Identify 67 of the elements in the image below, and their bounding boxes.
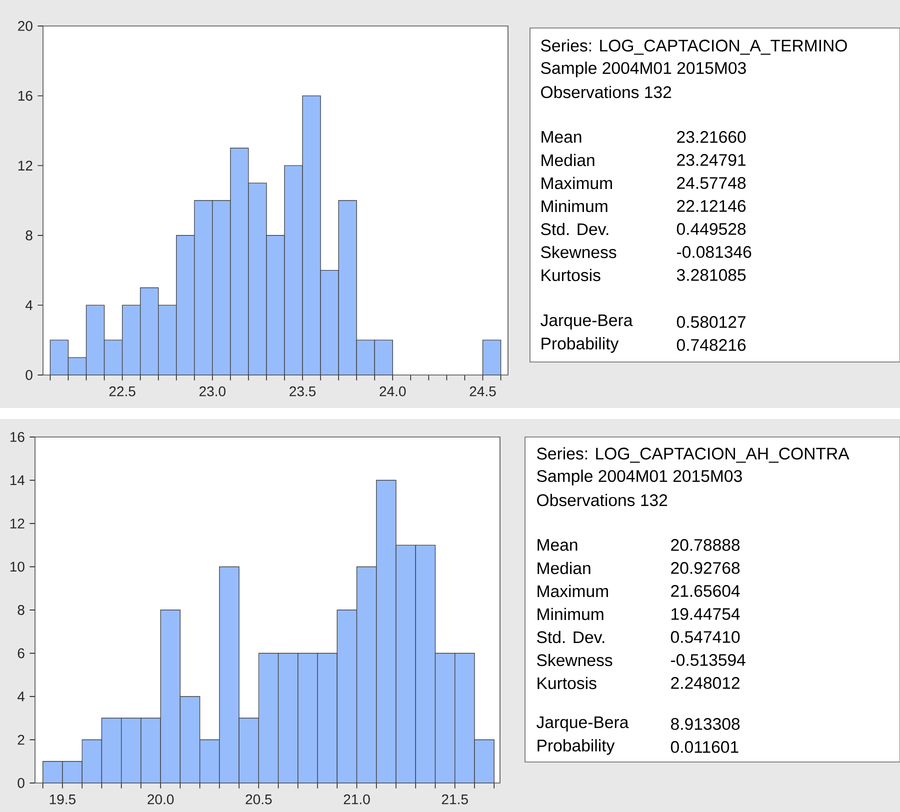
text: -0.081346	[677, 246, 752, 258]
text: Series: LOG_CAPTACION_AH_CONTRA	[537, 447, 850, 463]
y-tick-label: 14	[10, 475, 25, 486]
text: Mean	[542, 131, 582, 143]
y-tick-label: 4	[17, 692, 25, 702]
y-tick-label: 16	[10, 432, 24, 442]
text: 24.57748	[677, 177, 746, 189]
text: 3.281085	[676, 269, 746, 281]
x-tick-label: 21.0	[344, 794, 370, 804]
text: Sample 2004M01 2015M03	[541, 62, 746, 78]
y-tick-label: 2	[18, 734, 24, 745]
text: 19.44754	[672, 608, 740, 620]
text: Std. Dev.	[541, 222, 608, 236]
text: 0.011601	[670, 741, 738, 753]
x-tick-label: 19.5	[50, 794, 76, 804]
y-tick-label: 4	[25, 300, 33, 310]
text: 20.78888	[671, 539, 740, 551]
text: 2.248012	[671, 677, 740, 689]
y-tick-label: 8	[26, 230, 32, 240]
y-tick-label: 8	[18, 605, 24, 615]
x-tick-label: 23.5	[290, 386, 316, 396]
text: Probability	[538, 739, 615, 755]
text: 0.748216	[676, 339, 746, 351]
y-tick-label: 6	[18, 648, 24, 658]
x-tick-label: 24.0	[380, 386, 406, 396]
text: Jarque-Bera	[536, 716, 629, 732]
text: 8.913308	[671, 718, 740, 730]
text: Series: LOG_CAPTACION_A_TERMINO	[541, 39, 847, 55]
text: Median	[538, 562, 590, 574]
y-tick-label: 10	[10, 562, 24, 572]
text: Observations 132	[541, 86, 672, 98]
x-tick-label: 20.5	[246, 794, 272, 804]
x-tick-label: 22.5	[109, 386, 136, 396]
text: Median	[542, 154, 594, 166]
text: 20.92768	[671, 562, 740, 574]
text: Skewness	[537, 654, 612, 666]
text: Jarque-Bera	[540, 314, 633, 330]
text: Probability	[542, 337, 619, 353]
text: Kurtosis	[538, 676, 596, 690]
y-tick-label: 12	[18, 160, 32, 170]
x-tick-label: 21.5	[442, 794, 468, 804]
y-tick-label: 12	[10, 518, 24, 528]
x-tick-label: 24.5	[470, 386, 496, 396]
x-tick-label: 23.0	[200, 386, 226, 396]
text: Observations 132	[537, 494, 668, 506]
text: -0.513594	[671, 654, 746, 666]
text: Kurtosis	[542, 268, 600, 282]
text: 21.65604	[671, 585, 740, 597]
text: Maximum	[542, 176, 612, 190]
y-tick-label: 0	[18, 778, 24, 788]
text: Skewness	[541, 246, 616, 258]
text: 23.21660	[677, 131, 746, 143]
text: Std. Dev.	[537, 630, 604, 644]
text: 0.449528	[676, 223, 746, 235]
text: 22.12146	[677, 200, 746, 212]
y-tick-label: 16	[18, 90, 32, 101]
text: 23.24791	[677, 154, 746, 166]
text: 0.547410	[670, 631, 740, 643]
text: Mean	[538, 539, 578, 551]
text: Maximum	[538, 584, 608, 598]
y-tick-label: 20	[18, 21, 32, 31]
text: Minimum	[542, 200, 608, 212]
text: 0.580127	[676, 316, 746, 328]
text: Sample 2004M01 2015M03	[537, 470, 742, 486]
text: Minimum	[538, 608, 604, 620]
y-tick-label: 0	[26, 370, 32, 380]
x-tick-label: 20.0	[148, 794, 174, 804]
